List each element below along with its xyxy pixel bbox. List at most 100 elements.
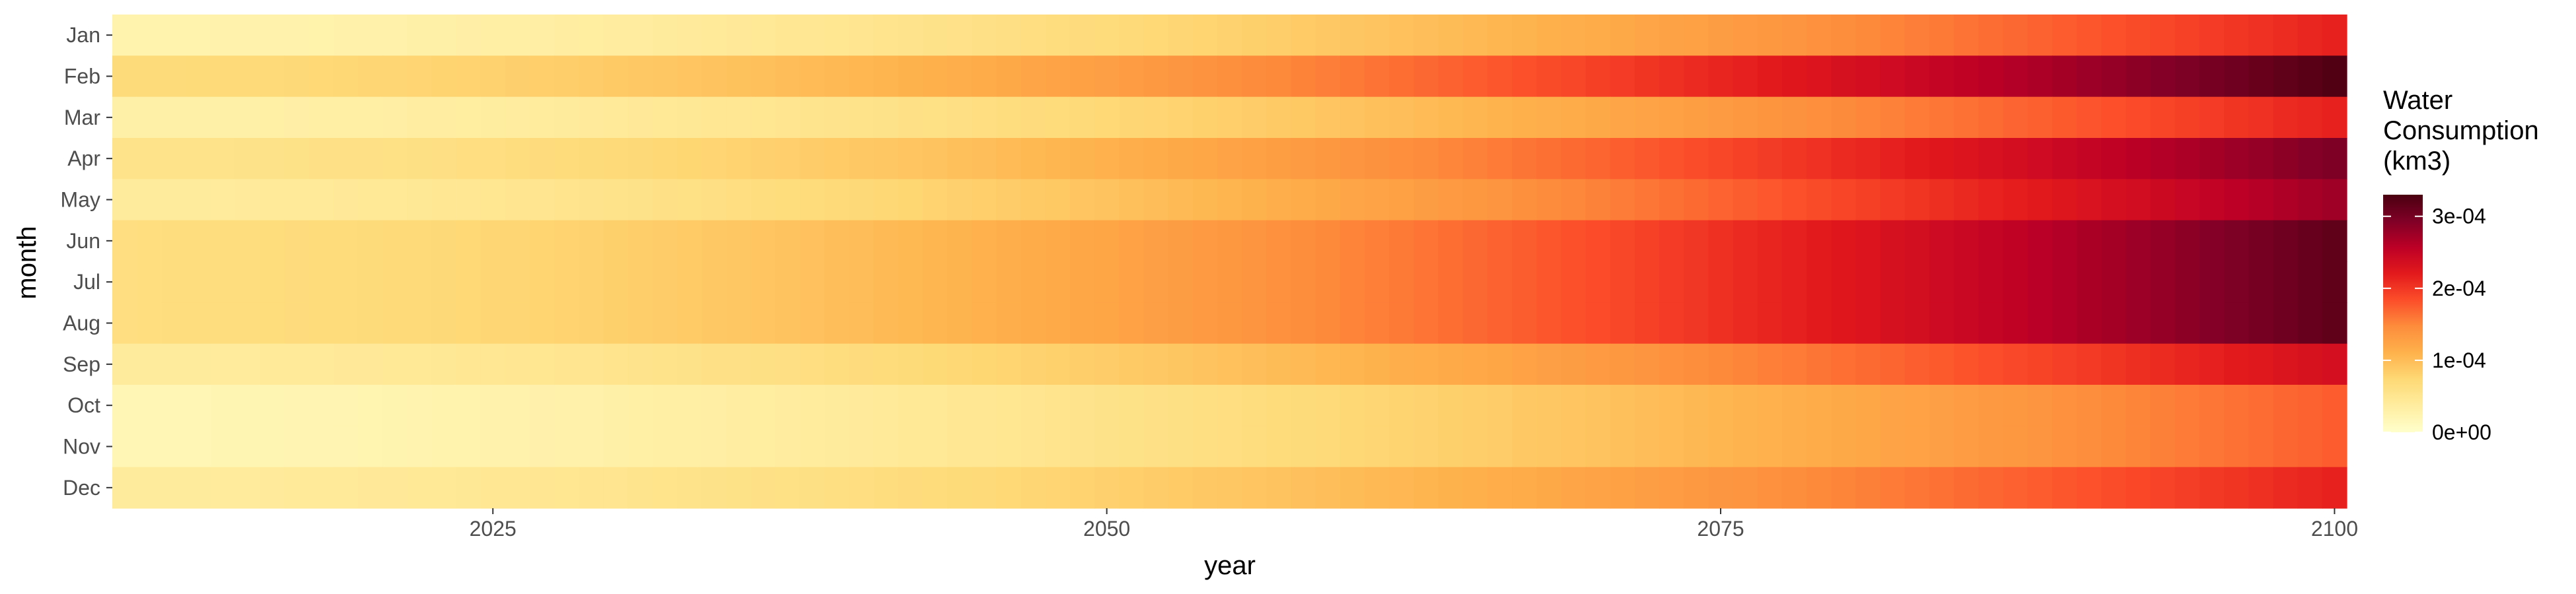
heatmap-cell: [431, 261, 457, 303]
heatmap-cell: [456, 220, 482, 262]
heatmap-cell: [2174, 179, 2200, 221]
heatmap-cell: [2126, 343, 2151, 385]
heatmap-cell: [627, 138, 653, 180]
heatmap-cell: [1561, 138, 1587, 180]
heatmap-cell: [849, 426, 875, 468]
y-axis-title: month: [13, 226, 42, 299]
heatmap-cell: [308, 261, 334, 303]
heatmap-cell: [2297, 302, 2323, 345]
heatmap-cell: [603, 426, 629, 468]
heatmap-cell: [161, 55, 187, 98]
heatmap-cell: [112, 55, 137, 98]
heatmap-cell: [2224, 302, 2249, 345]
heatmap-cell: [161, 467, 187, 509]
heatmap-cell: [529, 55, 555, 98]
heatmap-cell: [1954, 179, 1979, 221]
heatmap-cell: [996, 343, 1022, 385]
heatmap-cell: [2027, 385, 2053, 426]
heatmap-cell: [333, 179, 359, 221]
heatmap-cell: [1340, 138, 1365, 180]
heatmap-cell: [1954, 467, 1979, 509]
heatmap-cell: [1364, 261, 1390, 303]
heatmap-cell: [2174, 302, 2200, 345]
heatmap-cell: [1561, 302, 1587, 345]
heatmap-cell: [1512, 138, 1537, 180]
heatmap-cell: [2003, 343, 2028, 385]
heatmap-cell: [1512, 343, 1537, 385]
heatmap-cell: [898, 179, 923, 221]
heatmap-cell: [996, 302, 1022, 345]
heatmap-cell: [1217, 55, 1242, 98]
heatmap-cell: [824, 96, 849, 139]
heatmap-cell: [2199, 467, 2225, 509]
heatmap-cell: [1242, 426, 1267, 468]
heatmap-cell: [898, 261, 923, 303]
heatmap-cell: [382, 261, 408, 303]
heatmap-cell: [1610, 385, 1635, 426]
heatmap-cell: [2297, 138, 2323, 180]
heatmap-cell: [1217, 179, 1242, 221]
heatmap-cell: [407, 138, 432, 180]
heatmap-cell: [1094, 261, 1120, 303]
heatmap-cell: [1634, 467, 1660, 509]
heatmap-cell: [677, 385, 702, 426]
heatmap-cell: [775, 385, 801, 426]
heatmap-cell: [652, 220, 678, 262]
heatmap-cell: [161, 179, 187, 221]
heatmap-cell: [234, 302, 260, 345]
heatmap-cell: [972, 55, 997, 98]
heatmap-cell: [1020, 343, 1046, 385]
heatmap-cell: [1880, 15, 1906, 56]
heatmap-cell: [529, 96, 555, 139]
heatmap-cell: [1807, 15, 1832, 56]
heatmap-cell: [2027, 96, 2053, 139]
heatmap-cell: [2174, 426, 2200, 468]
heatmap-cell: [824, 426, 849, 468]
heatmap-cell: [1831, 55, 1857, 98]
heatmap-cell: [1020, 426, 1046, 468]
heatmap-cell: [1904, 302, 1930, 345]
heatmap-cell: [308, 467, 334, 509]
heatmap-cell: [407, 15, 432, 56]
heatmap-cell: [1585, 179, 1611, 221]
heatmap-cell: [1708, 179, 1734, 221]
heatmap-cell: [1880, 55, 1906, 98]
heatmap-cell: [1315, 179, 1341, 221]
heatmap-cell: [1978, 15, 2004, 56]
heatmap-cell: [1978, 343, 2004, 385]
heatmap-cell: [1634, 302, 1660, 345]
heatmap-cell: [1045, 220, 1071, 262]
heatmap-cell: [1389, 385, 1414, 426]
heatmap-cell: [799, 15, 825, 56]
heatmap-cell: [1757, 261, 1783, 303]
heatmap-cell: [1069, 343, 1095, 385]
heatmap-cell: [750, 138, 776, 180]
heatmap-cell: [1585, 385, 1611, 426]
heatmap-cell: [1438, 426, 1464, 468]
heatmap-cell: [1143, 55, 1169, 98]
heatmap-cell: [1536, 179, 1561, 221]
heatmap-cell: [186, 138, 211, 180]
heatmap-cell: [431, 179, 457, 221]
heatmap-cell: [431, 302, 457, 345]
heatmap-cell: [750, 302, 776, 345]
heatmap-cell: [652, 385, 678, 426]
heatmap-cell: [2101, 138, 2127, 180]
heatmap-cell: [2273, 467, 2299, 509]
heatmap-cell: [1880, 261, 1906, 303]
heatmap-cell: [1389, 96, 1414, 139]
heatmap-cell: [1364, 385, 1390, 426]
heatmap-cell: [947, 96, 972, 139]
heatmap-cell: [1536, 138, 1561, 180]
heatmap-cell: [431, 55, 457, 98]
heatmap-cell: [1266, 179, 1292, 221]
color-legend: Water Consumption (km3) 0e+00 1e-04 2e-04 3…: [2383, 86, 2539, 444]
heatmap-cell: [1733, 55, 1758, 98]
heatmap-cell: [1855, 302, 1881, 345]
heatmap-cell: [308, 385, 334, 426]
heatmap-cell: [2126, 55, 2151, 98]
heatmap-cell: [210, 343, 236, 385]
heatmap-cell: [161, 261, 187, 303]
heatmap-cell: [824, 55, 849, 98]
